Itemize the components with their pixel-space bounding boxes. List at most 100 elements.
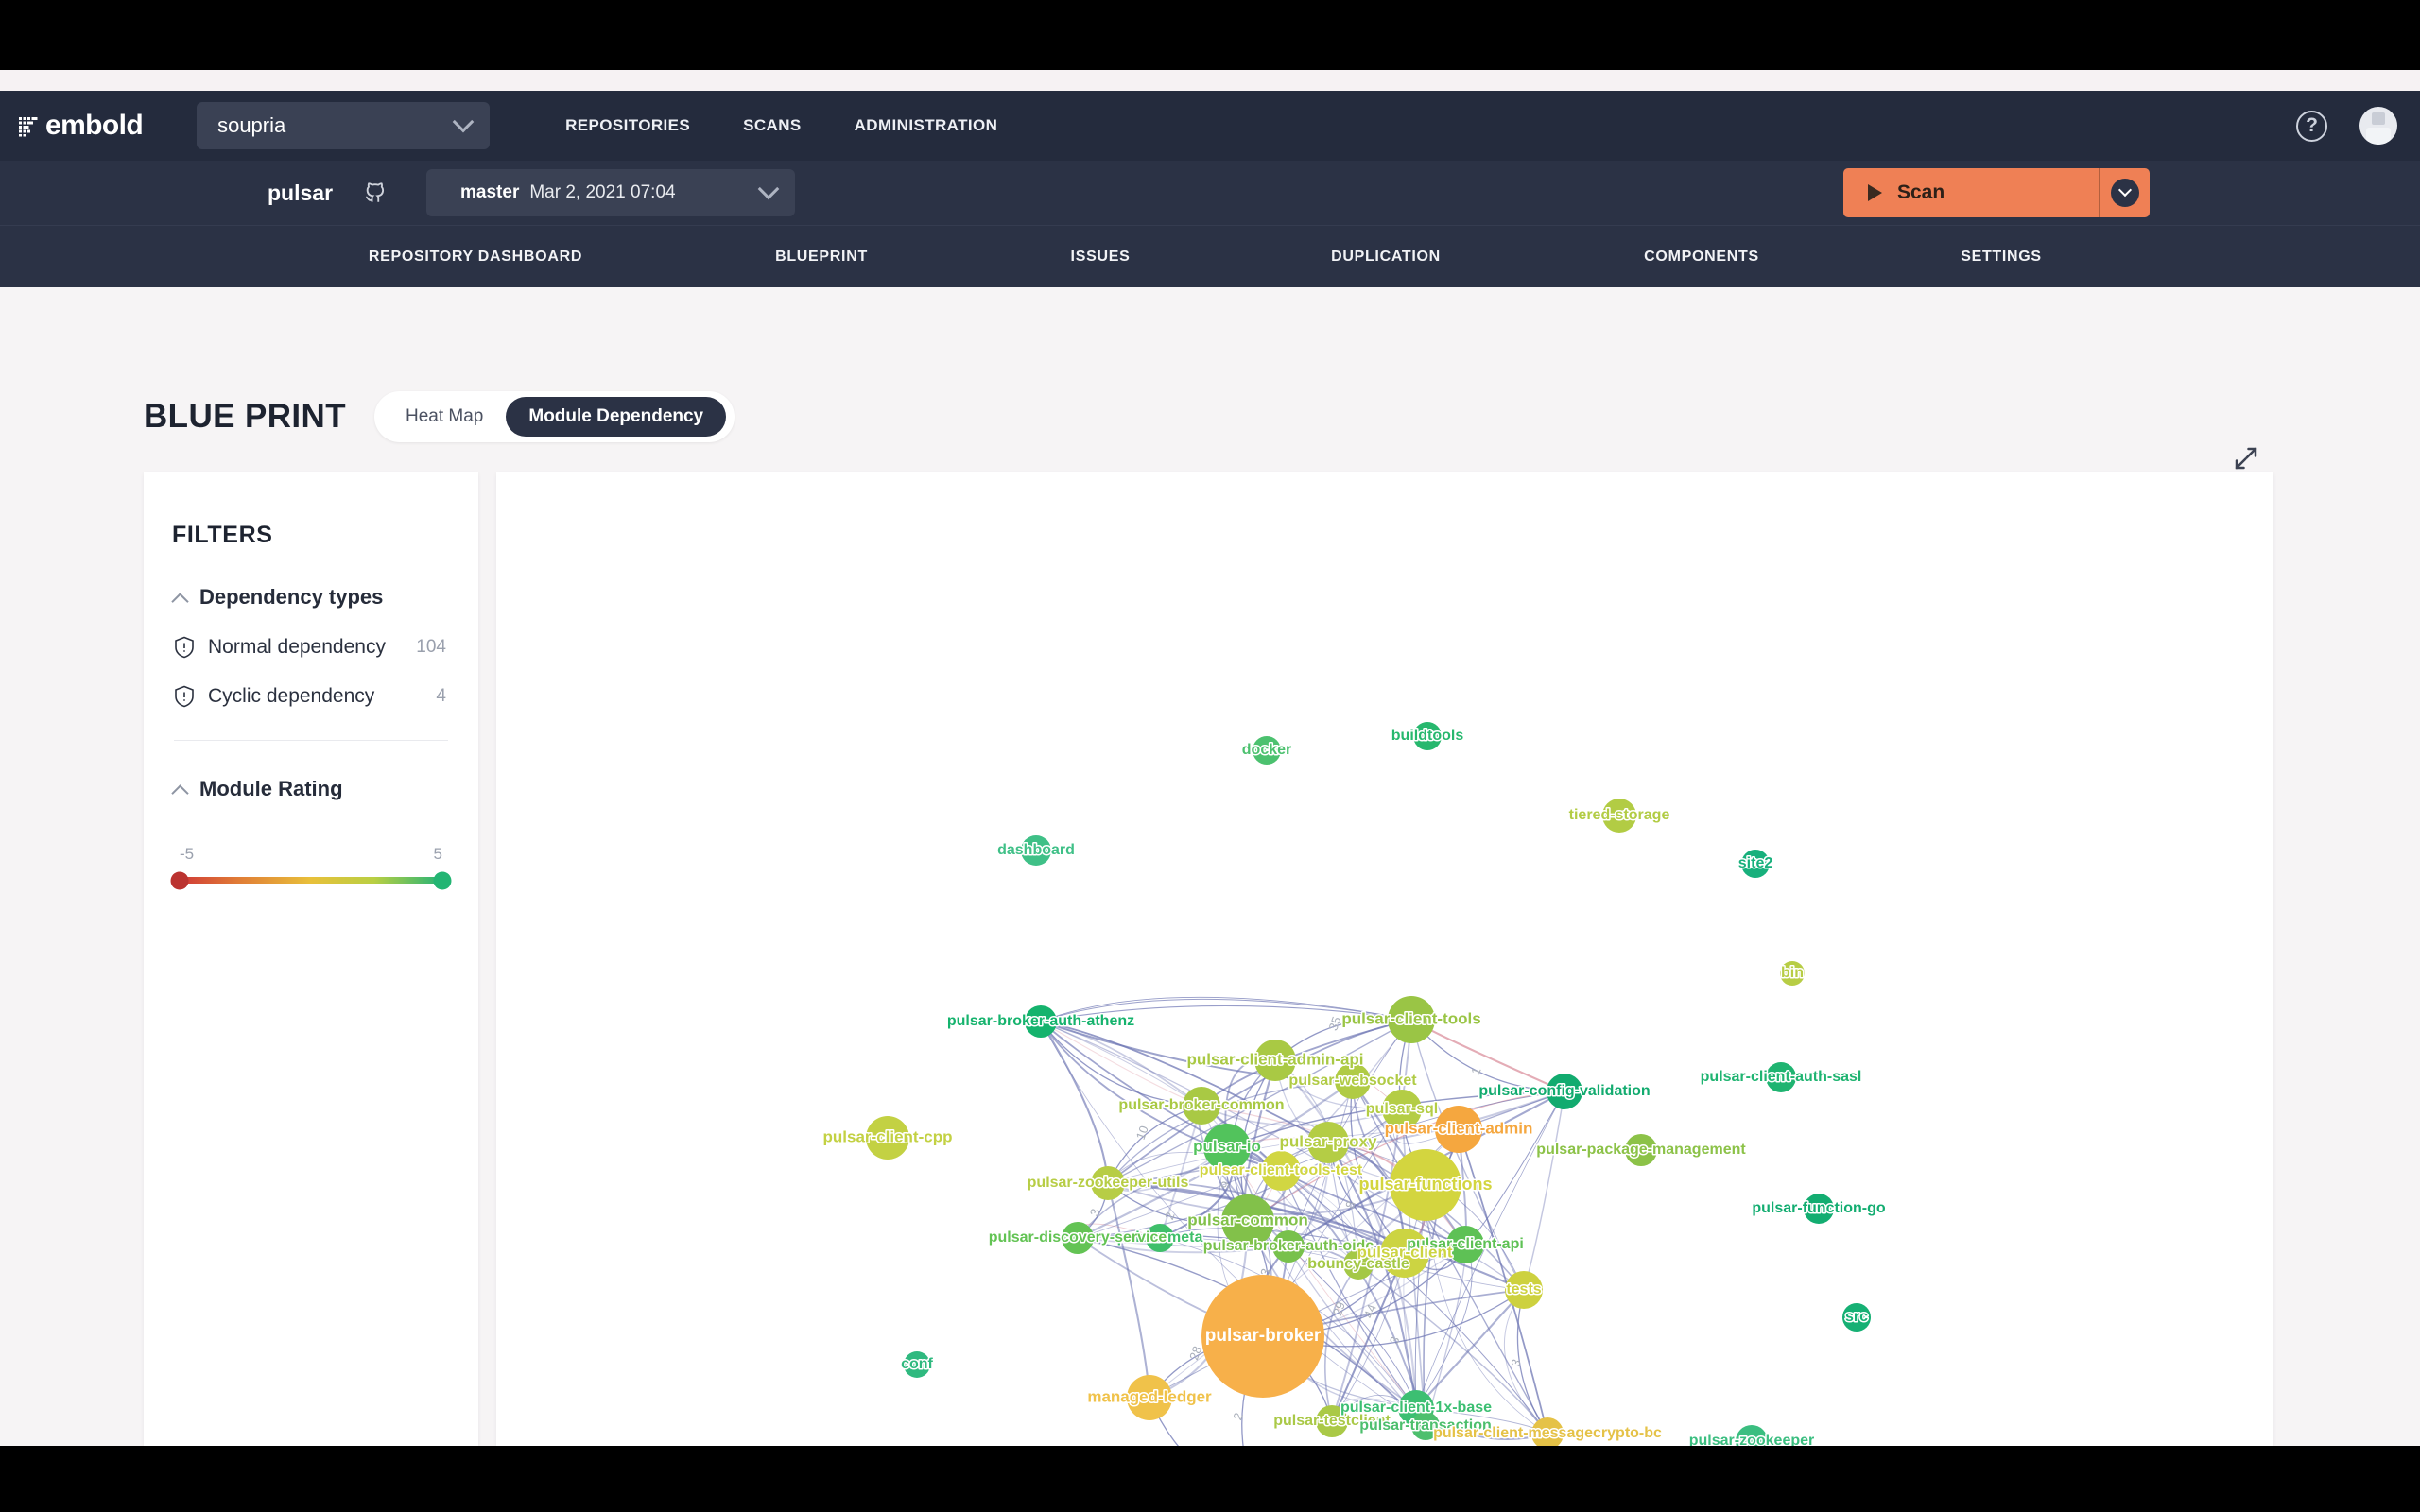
graph-node[interactable]: site2 [1741, 850, 1770, 878]
edge-weight-label: 3 [1387, 1334, 1403, 1346]
github-icon[interactable] [363, 180, 388, 205]
graph-node[interactable]: managed-ledger [1127, 1375, 1172, 1420]
graph-node-label: pulsar-function-go [1752, 1200, 1886, 1216]
graph-node-label: pulsar-proxy [1280, 1132, 1378, 1150]
graph-node[interactable]: pulsar-websocket [1335, 1063, 1371, 1099]
graph-node[interactable]: pulsar-client-admin [1435, 1106, 1482, 1153]
graph-node[interactable]: pulsar-functions [1390, 1149, 1461, 1221]
graph-node-label: pulsar-broker-auth-oidc [1203, 1238, 1374, 1254]
filter-row-label: Normal dependency [208, 636, 386, 658]
graph-node[interactable]: pulsar-package-management [1625, 1134, 1657, 1166]
embold-logo[interactable]: embold [19, 110, 144, 142]
graph-node[interactable]: pulsar-client-tools [1388, 996, 1435, 1043]
graph-node[interactable]: dashboard [1021, 835, 1051, 866]
graph-node[interactable]: pulsar-broker-common [1183, 1087, 1220, 1125]
graph-node[interactable]: bouncy-castle [1343, 1249, 1374, 1280]
app-header: embold soupria REPOSITORIES SCANS ADMINI… [0, 91, 2420, 161]
browser-top-strip [0, 70, 2420, 91]
graph-node[interactable]: pulsar-proxy [1307, 1122, 1349, 1163]
graph-node[interactable]: pulsar-client-cpp [866, 1116, 909, 1160]
graph-node[interactable]: pulsar-client-messagecrypto-bc [1531, 1418, 1564, 1446]
tab-repository-dashboard[interactable]: REPOSITORY DASHBOARD [368, 248, 583, 265]
blueprint-header: BLUE PRINT Heat Map Module Dependency [144, 391, 735, 442]
graph-node[interactable]: pulsar-config-validation [1547, 1074, 1582, 1109]
graph-node-label: pulsar-testclient [1273, 1413, 1391, 1429]
graph-node[interactable]: pulsar-discovery-service [1062, 1222, 1094, 1254]
graph-node[interactable]: pulsar-broker [1201, 1275, 1324, 1398]
graph-node[interactable]: src [1842, 1303, 1871, 1332]
edge-weight-label: 4 [1348, 1166, 1364, 1177]
graph-node[interactable]: pulsar-broker-auth-oidc [1272, 1230, 1305, 1263]
graph-node-label: pulsar-discovery-service [989, 1229, 1167, 1246]
nav-repositories[interactable]: REPOSITORIES [565, 116, 691, 134]
graph-node-label: pulsar-client-api [1407, 1236, 1524, 1252]
filter-section-header[interactable]: Module Rating [144, 777, 478, 802]
slider-knob-min[interactable] [170, 871, 189, 889]
graph-node[interactable]: pulsar-client [1380, 1228, 1429, 1278]
organization-select[interactable]: soupria [197, 102, 491, 149]
graph-node-label: site2 [1738, 855, 1773, 871]
filter-row-cyclic-dependency[interactable]: Cyclic dependency 4 [144, 685, 478, 708]
toggle-module-dependency[interactable]: Module Dependency [506, 397, 727, 437]
tab-blueprint[interactable]: BLUEPRINT [775, 248, 868, 265]
embold-logo-icon [19, 116, 41, 137]
graph-node[interactable]: pulsar-io [1203, 1124, 1251, 1171]
graph-node[interactable]: pulsar-sql [1382, 1090, 1422, 1129]
tab-settings[interactable]: SETTINGS [1961, 248, 2042, 265]
help-circle-icon[interactable]: ? [2296, 110, 2327, 142]
module-dependency-graph-card: 3511102328132944324321298463 dockerbuild… [496, 447, 2273, 1446]
scan-button[interactable]: Scan [1843, 168, 2099, 217]
chevron-up-icon [171, 592, 189, 610]
slider-track[interactable] [170, 871, 452, 889]
graph-node[interactable]: pulsar-testclient [1316, 1405, 1348, 1437]
graph-node[interactable]: pulsar-zookeeper-utils [1091, 1166, 1125, 1200]
graph-node-label: buildtools [1392, 728, 1464, 744]
graph-node[interactable]: pulsar-common [1221, 1194, 1274, 1247]
filter-section-module-rating: Module Rating -5 5 [144, 777, 478, 889]
graph-node[interactable]: tiered-storage [1602, 799, 1636, 833]
graph-node[interactable]: pulsar-client-auth-sasl [1766, 1062, 1796, 1092]
graph-node[interactable]: pulsar-function-go [1804, 1194, 1834, 1224]
filter-section-header[interactable]: Dependency types [144, 585, 478, 610]
graph-node[interactable]: pulsar-client-api [1446, 1226, 1484, 1263]
tab-issues[interactable]: ISSUES [1070, 248, 1131, 265]
expand-fullscreen-icon[interactable] [2232, 444, 2260, 472]
tab-components[interactable]: COMPONENTS [1644, 248, 1759, 265]
graph-node-label: pulsar-io [1193, 1137, 1261, 1155]
dependency-graph[interactable]: 3511102328132944324321298463 dockerbuild… [496, 472, 2273, 1446]
graph-node[interactable]: pulsar-client-admin-api [1254, 1040, 1296, 1081]
graph-node[interactable]: buildtools [1413, 722, 1442, 750]
chevron-down-icon [452, 111, 475, 133]
scan-button-group: Scan [1843, 168, 2150, 217]
graph-node[interactable]: conf [904, 1351, 930, 1378]
scan-options-button[interactable] [2099, 168, 2150, 217]
chevron-up-icon [171, 783, 189, 802]
graph-node[interactable]: docker [1253, 736, 1281, 765]
branch-scan-select[interactable]: master Mar 2, 2021 07:04 [426, 169, 796, 216]
filter-row-count: 4 [436, 686, 446, 706]
slider-max-label: 5 [433, 845, 442, 863]
graph-node-label: pulsar-client-1x-base [1340, 1400, 1492, 1416]
edge-weight-label: 44 [1361, 1302, 1379, 1320]
graph-node[interactable]: tests [1505, 1271, 1543, 1309]
graph-node[interactable]: pulsar-transaction [1411, 1412, 1440, 1440]
graph-node[interactable]: pulsar-zookeeper [1736, 1425, 1768, 1446]
module-rating-slider[interactable]: -5 5 [170, 845, 452, 889]
user-avatar-icon[interactable] [2360, 107, 2397, 145]
graph-node-label: pulsar-client-cpp [823, 1127, 953, 1145]
tab-duplication[interactable]: DUPLICATION [1331, 248, 1441, 265]
graph-node[interactable]: bin [1780, 961, 1805, 986]
graph-node-label: tiered-storage [1569, 807, 1670, 823]
filters-divider [174, 740, 448, 741]
graph-node[interactable]: pulsar-client-tools-test [1261, 1151, 1301, 1191]
graph-node[interactable]: pulsar-broker-auth-athenz [1025, 1005, 1057, 1038]
nav-administration[interactable]: ADMINISTRATION [854, 116, 998, 134]
nav-scans[interactable]: SCANS [743, 116, 802, 134]
slider-knob-max[interactable] [433, 871, 452, 889]
graph-node-label: pulsar-broker-common [1118, 1097, 1284, 1113]
filter-row-normal-dependency[interactable]: Normal dependency 104 [144, 636, 478, 659]
graph-node-label: pulsar-client-tools-test [1200, 1162, 1363, 1178]
slider-min-label: -5 [180, 845, 195, 863]
toggle-heat-map[interactable]: Heat Map [406, 406, 484, 426]
graph-node[interactable]: pulsar-meta [1146, 1224, 1174, 1252]
